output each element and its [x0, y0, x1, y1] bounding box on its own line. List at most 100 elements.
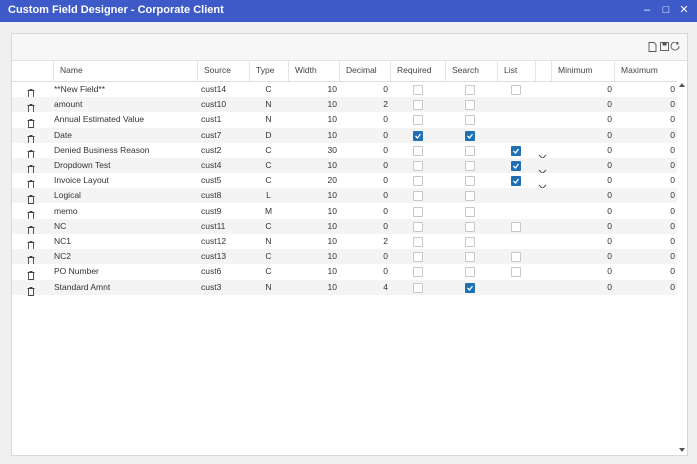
dropdown-toggle[interactable]	[538, 162, 547, 175]
close-button[interactable]: ✕	[679, 4, 689, 16]
cell-text: 0	[670, 99, 675, 110]
cell-text: N	[265, 114, 272, 125]
checkbox[interactable]	[511, 176, 521, 187]
table-row: NC cust11 C 10 0 0 0	[12, 218, 677, 235]
header-cell: List	[497, 60, 535, 81]
cell-text: N	[265, 281, 272, 292]
delete-icon[interactable]	[27, 207, 35, 220]
dropdown-toggle[interactable]	[538, 147, 547, 159]
checkbox[interactable]	[511, 161, 521, 171]
cell-text: 10	[327, 251, 337, 262]
delete-icon[interactable]	[27, 283, 35, 296]
delete-icon[interactable]	[27, 146, 35, 159]
checkbox[interactable]	[465, 206, 475, 217]
cell-text: **New Field**	[54, 84, 106, 94]
checkbox[interactable]	[413, 252, 423, 263]
checkbox[interactable]	[465, 161, 475, 171]
cell-text: 10	[327, 266, 337, 277]
cell-text: 10	[327, 114, 337, 125]
delete-icon[interactable]	[27, 115, 35, 129]
header-cell: Maximum	[614, 60, 677, 81]
table-row: NC2 cust13 C 10 0 0 0	[12, 249, 677, 266]
cell-text: cust13	[201, 251, 227, 262]
maximize-button[interactable]: □	[662, 4, 670, 16]
checkbox[interactable]	[465, 252, 475, 263]
checkbox[interactable]	[413, 176, 423, 187]
checkbox[interactable]	[413, 161, 423, 171]
cell-text: 10	[327, 84, 337, 94]
checkbox[interactable]	[413, 221, 423, 232]
window-title: Custom Field Designer - Corporate Client	[8, 4, 224, 16]
cell-text: C	[265, 175, 272, 186]
cell-text: 10	[327, 220, 337, 231]
table-row: Date cust7 D 10 0 0 0	[12, 127, 677, 144]
cell-text: 10	[327, 160, 337, 170]
cell-text: C	[265, 84, 272, 94]
header-cell: Name	[53, 60, 197, 81]
cell-text: C	[265, 251, 272, 262]
cell-text: cust9	[201, 205, 222, 216]
checkbox[interactable]	[511, 252, 521, 263]
delete-icon[interactable]	[27, 237, 35, 250]
cell-text: 0	[670, 114, 675, 125]
cell-text: 0	[607, 190, 612, 201]
checkbox[interactable]	[465, 176, 475, 187]
header-cell	[12, 60, 53, 81]
checkbox[interactable]	[465, 130, 475, 141]
delete-icon[interactable]	[27, 267, 35, 281]
cell-text: N	[265, 99, 272, 110]
delete-icon[interactable]	[27, 176, 35, 190]
cell-text: 0	[607, 129, 612, 140]
checkbox[interactable]	[465, 267, 475, 278]
delete-icon[interactable]	[27, 131, 35, 144]
checkbox[interactable]	[413, 267, 423, 278]
checkbox[interactable]	[413, 85, 423, 95]
checkbox[interactable]	[465, 237, 475, 247]
checkbox[interactable]	[465, 115, 475, 126]
table-row: Annual Estimated Value cust1 N 10 0 0 0	[12, 112, 677, 129]
checkbox[interactable]	[511, 85, 521, 95]
scrollbar[interactable]	[677, 81, 687, 455]
delete-icon[interactable]	[27, 222, 35, 235]
table-row: Invoice Layout cust5 C 20 0 0 0	[12, 173, 677, 190]
delete-icon[interactable]	[27, 191, 35, 205]
cell-text: Denied Business Reason	[54, 144, 150, 155]
checkbox[interactable]	[465, 100, 475, 111]
checkbox[interactable]	[511, 267, 521, 278]
checkbox[interactable]	[413, 115, 423, 126]
toolbar-icons[interactable]	[648, 42, 682, 52]
cell-text: 0	[670, 251, 675, 262]
checkbox[interactable]	[413, 282, 423, 293]
title-bar: Custom Field Designer - Corporate Client…	[0, 0, 697, 22]
checkbox[interactable]	[465, 145, 475, 156]
header-cell: Minimum	[551, 60, 614, 81]
cell-text: 0	[670, 281, 675, 292]
cell-text: PO Number	[54, 266, 99, 277]
delete-icon[interactable]	[27, 100, 35, 114]
cell-text: cust4	[201, 160, 222, 170]
delete-icon[interactable]	[27, 85, 35, 98]
checkbox[interactable]	[413, 191, 423, 202]
cell-text: 0	[383, 175, 388, 186]
cell-text: Logical	[54, 190, 81, 201]
checkbox[interactable]	[465, 191, 475, 202]
cell-text: 0	[383, 266, 388, 277]
dropdown-toggle[interactable]	[538, 177, 547, 190]
checkbox[interactable]	[413, 130, 423, 141]
checkbox[interactable]	[413, 100, 423, 111]
checkbox[interactable]	[413, 237, 423, 247]
cell-text: NC2	[54, 251, 72, 262]
cell-text: 0	[670, 175, 675, 186]
delete-icon[interactable]	[27, 252, 35, 266]
checkbox[interactable]	[413, 145, 423, 156]
checkbox[interactable]	[511, 145, 521, 156]
delete-icon[interactable]	[27, 161, 35, 174]
checkbox[interactable]	[511, 221, 521, 232]
cell-text: 0	[383, 114, 388, 125]
checkbox[interactable]	[465, 221, 475, 232]
cell-text: 0	[670, 220, 675, 231]
checkbox[interactable]	[413, 206, 423, 217]
checkbox[interactable]	[465, 282, 475, 293]
checkbox[interactable]	[465, 85, 475, 95]
minimize-button[interactable]: –	[643, 4, 651, 16]
